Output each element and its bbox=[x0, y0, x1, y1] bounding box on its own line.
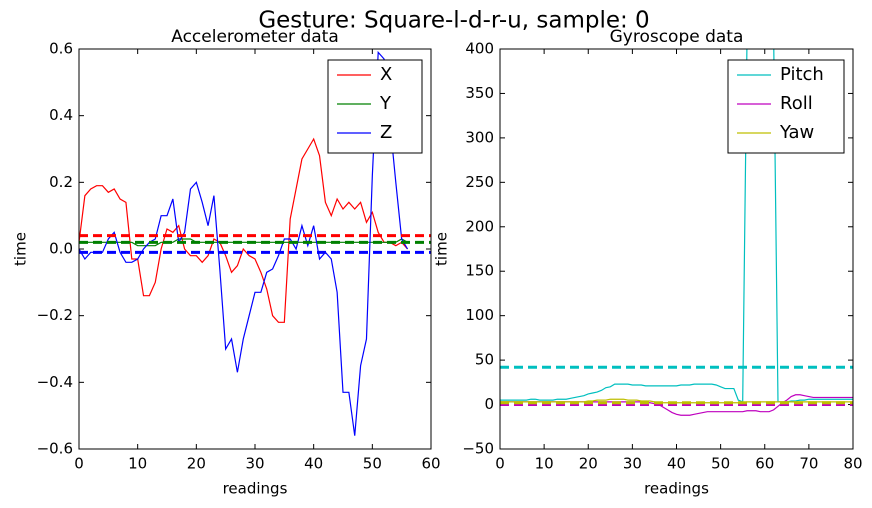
legend-label: Z bbox=[380, 122, 392, 143]
x-tick-label: 40 bbox=[667, 455, 686, 473]
x-tick-label: 10 bbox=[535, 455, 554, 473]
y-tick-label: 300 bbox=[465, 128, 494, 146]
y-tick-label: 150 bbox=[465, 262, 494, 280]
legend-label: Roll bbox=[780, 93, 813, 114]
x-tick-label: 10 bbox=[128, 455, 147, 473]
subplot-title: Accelerometer data bbox=[171, 27, 339, 47]
data-line bbox=[500, 49, 853, 403]
x-axis-label: readings bbox=[644, 480, 709, 498]
x-tick-label: 20 bbox=[187, 455, 206, 473]
y-axis-label: time bbox=[433, 232, 451, 266]
x-tick-label: 50 bbox=[711, 455, 730, 473]
legend-label: Y bbox=[379, 93, 392, 114]
y-tick-label: −0.2 bbox=[37, 306, 73, 324]
x-tick-label: 30 bbox=[245, 455, 264, 473]
x-tick-label: 20 bbox=[579, 455, 598, 473]
legend-label: X bbox=[380, 64, 392, 85]
x-tick-label: 0 bbox=[495, 455, 505, 473]
y-tick-label: 0 bbox=[484, 395, 494, 413]
x-tick-label: 0 bbox=[74, 455, 84, 473]
y-tick-label: 50 bbox=[475, 351, 494, 369]
figure-title: Gesture: Square-l-d-r-u, sample: 0 bbox=[258, 8, 649, 34]
y-tick-label: −0.4 bbox=[37, 373, 73, 391]
x-tick-label: 30 bbox=[623, 455, 642, 473]
plot-area bbox=[79, 50, 431, 436]
legend-label: Yaw bbox=[779, 122, 814, 143]
y-tick-label: 0.0 bbox=[49, 240, 73, 258]
y-tick-label: 250 bbox=[465, 173, 494, 191]
x-tick-label: 40 bbox=[304, 455, 323, 473]
subplot-title: Gyroscope data bbox=[610, 27, 744, 47]
plot-area bbox=[500, 49, 853, 416]
axes-frame bbox=[78, 48, 432, 450]
y-tick-label: 0.6 bbox=[49, 40, 73, 58]
y-tick-label: 400 bbox=[465, 40, 494, 58]
y-tick-label: 0.2 bbox=[49, 173, 73, 191]
y-tick-label: 0.4 bbox=[49, 106, 73, 124]
x-axis-label: readings bbox=[223, 480, 288, 498]
data-line bbox=[79, 50, 409, 436]
y-tick-label: −0.6 bbox=[37, 440, 73, 458]
legend-label: Pitch bbox=[780, 64, 824, 85]
axes-frame bbox=[499, 48, 854, 450]
y-tick-label: 100 bbox=[465, 306, 494, 324]
x-tick-label: 60 bbox=[421, 455, 440, 473]
y-axis-label: time bbox=[12, 232, 30, 266]
data-line bbox=[79, 137, 408, 323]
x-tick-label: 80 bbox=[843, 455, 862, 473]
x-tick-label: 50 bbox=[363, 455, 382, 473]
y-tick-label: 200 bbox=[465, 217, 494, 235]
x-tick-label: 70 bbox=[799, 455, 818, 473]
y-tick-label: 350 bbox=[465, 84, 494, 102]
y-tick-label: −50 bbox=[462, 440, 494, 458]
legend-frame bbox=[327, 59, 423, 154]
x-tick-label: 60 bbox=[755, 455, 774, 473]
